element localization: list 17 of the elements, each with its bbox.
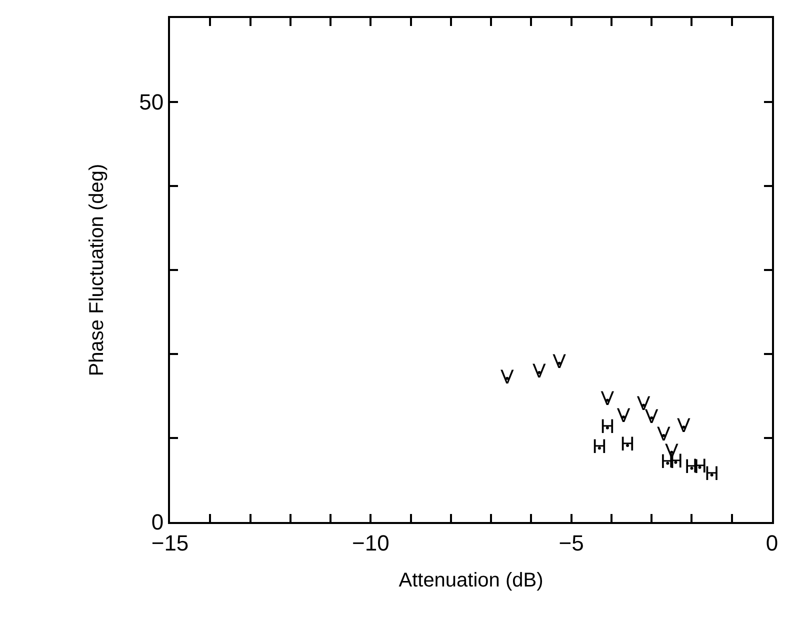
text: V: [532, 360, 546, 382]
y-tick-label: 50: [139, 90, 164, 115]
x-tick-label: −10: [352, 530, 390, 556]
text: H: [592, 436, 607, 458]
y-axis-title: Phase Fluctuation (deg): [86, 164, 108, 376]
x-tick-label: −5: [558, 530, 584, 556]
text: V: [600, 388, 614, 410]
x-tick-label: 0: [766, 530, 778, 556]
x-tick-label: −15: [151, 530, 189, 556]
text: V: [616, 405, 630, 427]
text: V: [500, 366, 514, 388]
series-label: H: [600, 416, 615, 438]
text: H: [620, 434, 635, 456]
text: V: [677, 415, 690, 438]
text: H: [704, 462, 720, 485]
x-axis-title: Attenuation (dB): [398, 569, 544, 592]
text: V: [552, 351, 566, 374]
